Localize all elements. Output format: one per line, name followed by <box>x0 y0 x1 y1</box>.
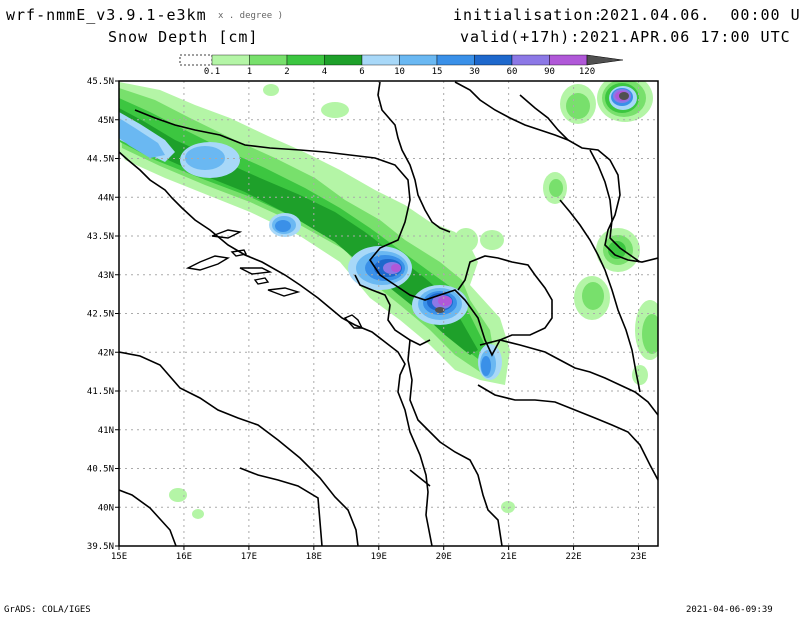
border-greece <box>477 384 658 481</box>
lat-label: 41.5N <box>87 387 114 397</box>
lat-label: 39.5N <box>87 542 114 552</box>
colorbar-tick-label: 60 <box>507 67 518 77</box>
border-montenegro <box>354 274 431 346</box>
valid-label: valid(+17h): <box>460 28 581 46</box>
colorbar: 0.1 1 2 4 6 10 15 30 60 90 120 <box>179 54 624 77</box>
lat-label: 44.5N <box>87 155 114 165</box>
border-corfu <box>409 469 431 487</box>
borders-layer <box>119 81 658 546</box>
init-label: initialisation: <box>453 6 604 24</box>
border-macedonia <box>479 339 658 416</box>
grads-credit: GrADS: COLA/IGES <box>4 605 91 615</box>
coastline-italy <box>119 351 359 546</box>
coastline-adriatic <box>119 151 433 546</box>
lat-label: 40N <box>98 503 114 513</box>
island-7 <box>230 249 248 257</box>
island-3 <box>239 267 273 275</box>
snow-field-layer <box>119 81 658 519</box>
colorbar-tick-label: 2 <box>284 67 289 77</box>
lon-label: 20E <box>436 552 452 562</box>
lat-label: 43N <box>98 271 114 281</box>
colorbar-tick-label: 1 <box>247 67 252 77</box>
colorbar-above-arrow <box>586 54 624 66</box>
lon-label: 23E <box>630 552 646 562</box>
lon-label: 17E <box>241 552 257 562</box>
lat-label: 42.5N <box>87 310 114 320</box>
valid-value: 2021.APR.06 17:00 UTC <box>580 28 791 46</box>
lon-label: 16E <box>176 552 192 562</box>
lat-axis: 45.5N 45N 44.5N 44N 43.5N 43N 42.5N 42N 41.5N 41N… <box>87 77 119 552</box>
lon-label: 21E <box>501 552 517 562</box>
lon-axis: 15E 16E 17E 18E 19E 20E 21E 22E 23E <box>111 546 647 562</box>
snow-level-120 <box>435 92 629 313</box>
grid-note: x . degree ) <box>218 11 284 21</box>
island-2 <box>211 229 243 239</box>
colorbar-tick-label: 6 <box>359 67 364 77</box>
lat-label: 45.5N <box>87 77 114 87</box>
lat-label: 44N <box>98 193 114 203</box>
colorbar-tick-label: 15 <box>432 67 443 77</box>
lon-label: 15E <box>111 552 127 562</box>
lat-label: 43.5N <box>87 232 114 242</box>
island-1 <box>185 255 231 271</box>
island-4 <box>267 287 301 297</box>
lat-label: 45N <box>98 116 114 126</box>
border-north <box>134 109 553 357</box>
border-east <box>589 149 641 263</box>
model-title: wrf-nmmE_v3.9.1-e3km <box>6 6 207 24</box>
colorbar-tick-label: 120 <box>579 67 595 77</box>
colorbar-tick-label: 90 <box>544 67 555 77</box>
lat-label: 42N <box>98 348 114 358</box>
border-albania <box>407 339 503 546</box>
coastline-heel <box>239 467 323 546</box>
timestamp: 2021-04-06-09:39 <box>686 605 773 615</box>
lon-label: 22E <box>565 552 581 562</box>
border-danube <box>454 81 569 141</box>
border-romania <box>519 94 658 263</box>
islands-layer <box>185 229 364 329</box>
border-serbia <box>377 81 451 233</box>
lon-label: 19E <box>371 552 387 562</box>
field-title: Snow Depth [cm] <box>108 28 259 46</box>
lat-label: 40.5N <box>87 465 114 475</box>
init-value: 2021.04.06. 00:00 UTC <box>600 6 800 24</box>
colorbar-tick-label: 0.1 <box>204 67 220 77</box>
lon-label: 18E <box>306 552 322 562</box>
lat-label: 41N <box>98 426 114 436</box>
island-5 <box>253 277 270 285</box>
coastline-gulf <box>119 489 177 546</box>
colorbar-tick-label: 10 <box>394 67 405 77</box>
island-6 <box>343 314 364 329</box>
colorbar-tick-label: 4 <box>322 67 327 77</box>
colorbar-tick-label: 30 <box>469 67 480 77</box>
border-bulgaria <box>559 199 641 393</box>
